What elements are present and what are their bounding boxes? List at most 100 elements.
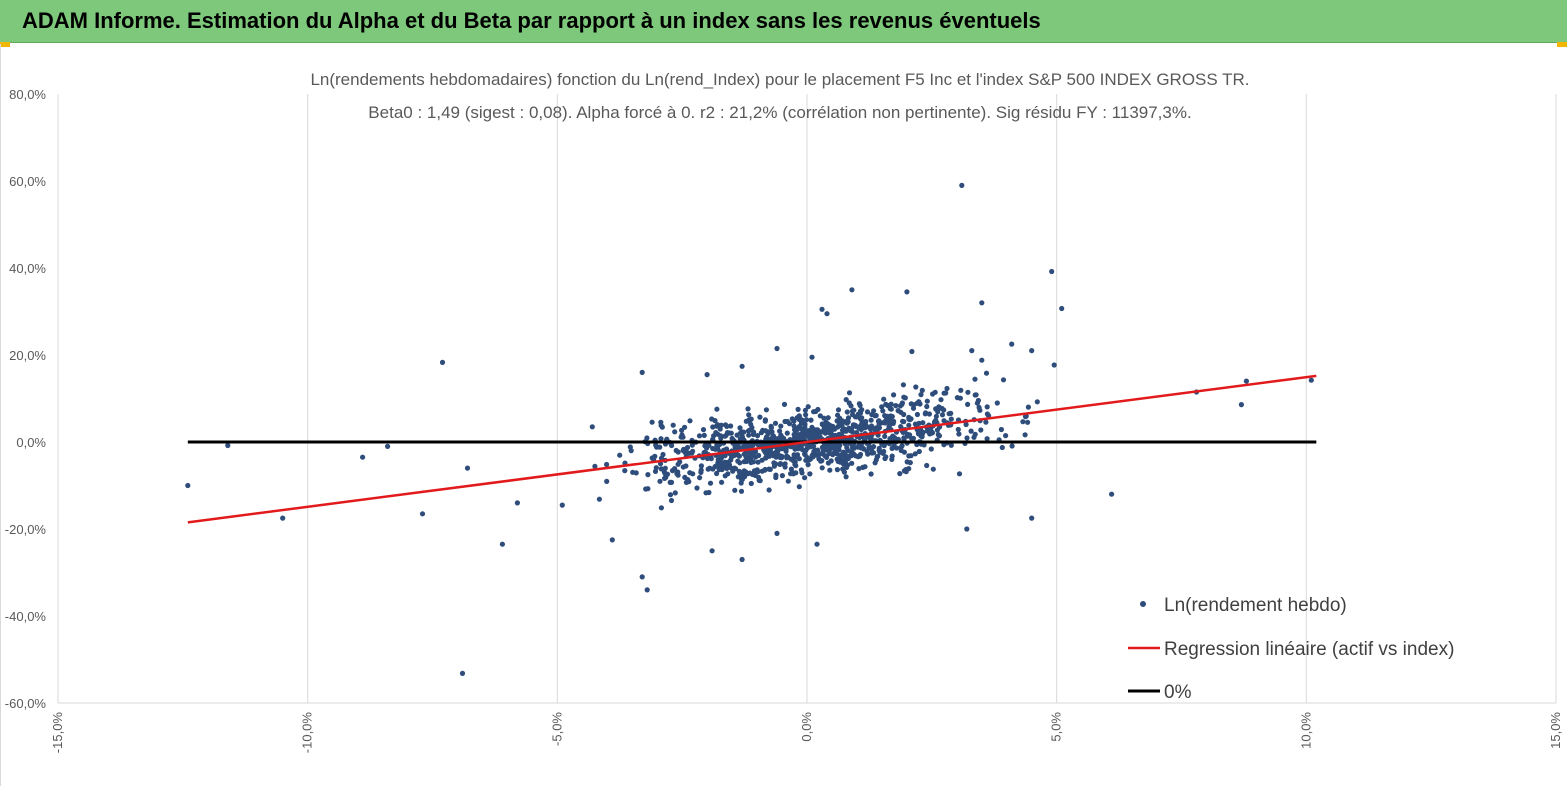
data-point — [225, 442, 231, 449]
data-point — [808, 444, 814, 450]
data-point — [680, 434, 686, 440]
data-point — [696, 433, 703, 439]
data-point — [750, 459, 757, 465]
data-point — [998, 426, 1005, 433]
data-point — [759, 457, 765, 463]
data-point — [1029, 515, 1035, 521]
data-point — [799, 436, 805, 442]
data-point — [965, 401, 971, 407]
data-point — [944, 385, 950, 392]
x-axis-ticks: -15,0% -10,0% -5,0% 0,0% 5,0% 10,0% 15,0% — [50, 712, 1563, 754]
data-point — [668, 497, 675, 504]
data-point — [705, 466, 711, 472]
chart-legend: Ln(rendement hebdo) Regression linéaire … — [1128, 595, 1454, 703]
data-point — [770, 434, 776, 440]
data-point — [773, 472, 779, 478]
y-axis-ticks: -60,0% -40,0% -20,0% 0,0% 20,0% 40,0% 60,0% 80,… — [5, 87, 47, 711]
data-point — [682, 474, 688, 480]
data-point — [837, 415, 843, 421]
data-point — [689, 442, 695, 448]
data-point — [824, 454, 830, 460]
data-point — [906, 453, 912, 459]
y-tick-label: -40,0% — [5, 609, 47, 624]
data-point — [708, 456, 714, 462]
data-point — [900, 382, 907, 388]
data-point — [959, 182, 965, 188]
data-point — [795, 406, 801, 412]
data-point — [816, 456, 822, 462]
data-point — [709, 548, 715, 554]
data-point — [879, 404, 885, 410]
data-point — [841, 469, 848, 475]
data-point — [776, 453, 783, 459]
data-point — [857, 402, 863, 408]
data-point — [659, 424, 665, 430]
data-point — [774, 530, 780, 537]
data-point — [681, 446, 687, 452]
data-point — [499, 541, 505, 547]
data-point — [859, 421, 865, 427]
data-point — [984, 404, 990, 410]
data-point — [755, 469, 761, 475]
data-point — [742, 474, 748, 480]
data-point — [802, 407, 809, 413]
data-point — [928, 446, 934, 452]
data-point — [815, 427, 821, 433]
data-point — [714, 406, 720, 412]
data-point — [701, 432, 707, 438]
data-point — [739, 363, 745, 369]
data-point — [793, 470, 799, 476]
data-point — [810, 454, 816, 460]
data-point — [862, 464, 868, 470]
data-point — [1051, 362, 1057, 368]
data-point — [592, 463, 598, 469]
data-point — [675, 449, 681, 455]
data-point — [758, 430, 765, 436]
data-point — [658, 436, 664, 442]
data-point — [712, 418, 718, 424]
data-point — [919, 434, 925, 440]
data-point — [653, 465, 659, 471]
data-point — [805, 462, 811, 468]
chart-title-line2: Beta0 : 1,49 (sigest : 0,08). Alpha forc… — [368, 103, 1191, 122]
data-point — [687, 418, 693, 424]
data-point — [904, 431, 911, 437]
data-point — [1308, 377, 1314, 383]
data-point — [783, 446, 789, 453]
y-tick-label: 40,0% — [9, 261, 46, 276]
x-tick-label: 10,0% — [1298, 712, 1313, 749]
data-point — [854, 430, 860, 436]
data-point — [745, 453, 751, 460]
data-point — [700, 427, 707, 433]
x-tick-label: 15,0% — [1548, 712, 1563, 749]
data-point — [919, 387, 925, 393]
data-point — [439, 359, 446, 365]
data-point — [934, 427, 941, 433]
data-point — [834, 467, 841, 473]
data-point — [687, 470, 693, 476]
data-point — [869, 450, 875, 456]
data-point — [672, 490, 678, 496]
data-point — [887, 406, 893, 412]
legend-marker-scatter — [1140, 601, 1146, 607]
data-point — [662, 475, 668, 481]
data-point — [1009, 341, 1015, 347]
banner-corner-left — [0, 42, 10, 47]
data-point — [971, 434, 977, 440]
data-point — [826, 449, 832, 455]
data-point — [969, 348, 975, 354]
data-point — [672, 466, 678, 472]
data-point — [857, 408, 864, 414]
data-point — [658, 505, 665, 511]
data-point — [889, 456, 895, 462]
data-point — [668, 479, 675, 485]
data-point — [802, 421, 808, 427]
data-point — [803, 417, 810, 423]
data-point — [806, 457, 812, 463]
data-point — [869, 446, 875, 452]
data-point — [964, 526, 970, 532]
data-point — [715, 457, 721, 463]
data-point — [841, 428, 847, 434]
data-point — [777, 461, 783, 467]
y-tick-label: 20,0% — [9, 348, 46, 363]
